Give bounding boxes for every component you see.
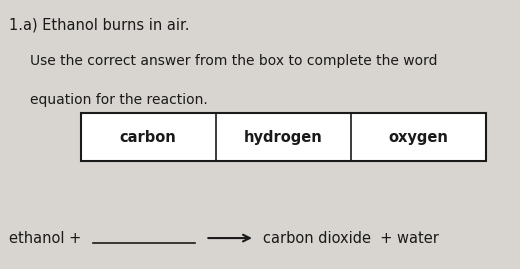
- Text: ethanol +: ethanol +: [9, 231, 86, 246]
- Text: equation for the reaction.: equation for the reaction.: [30, 93, 208, 107]
- Text: carbon: carbon: [120, 130, 177, 145]
- Text: oxygen: oxygen: [388, 130, 449, 145]
- Text: 1.a) Ethanol burns in air.: 1.a) Ethanol burns in air.: [9, 17, 190, 33]
- Text: hydrogen: hydrogen: [244, 130, 323, 145]
- Text: Use the correct answer from the box to complete the word: Use the correct answer from the box to c…: [30, 54, 438, 68]
- Bar: [81, 113, 486, 161]
- Text: carbon dioxide  + water: carbon dioxide + water: [263, 231, 438, 246]
